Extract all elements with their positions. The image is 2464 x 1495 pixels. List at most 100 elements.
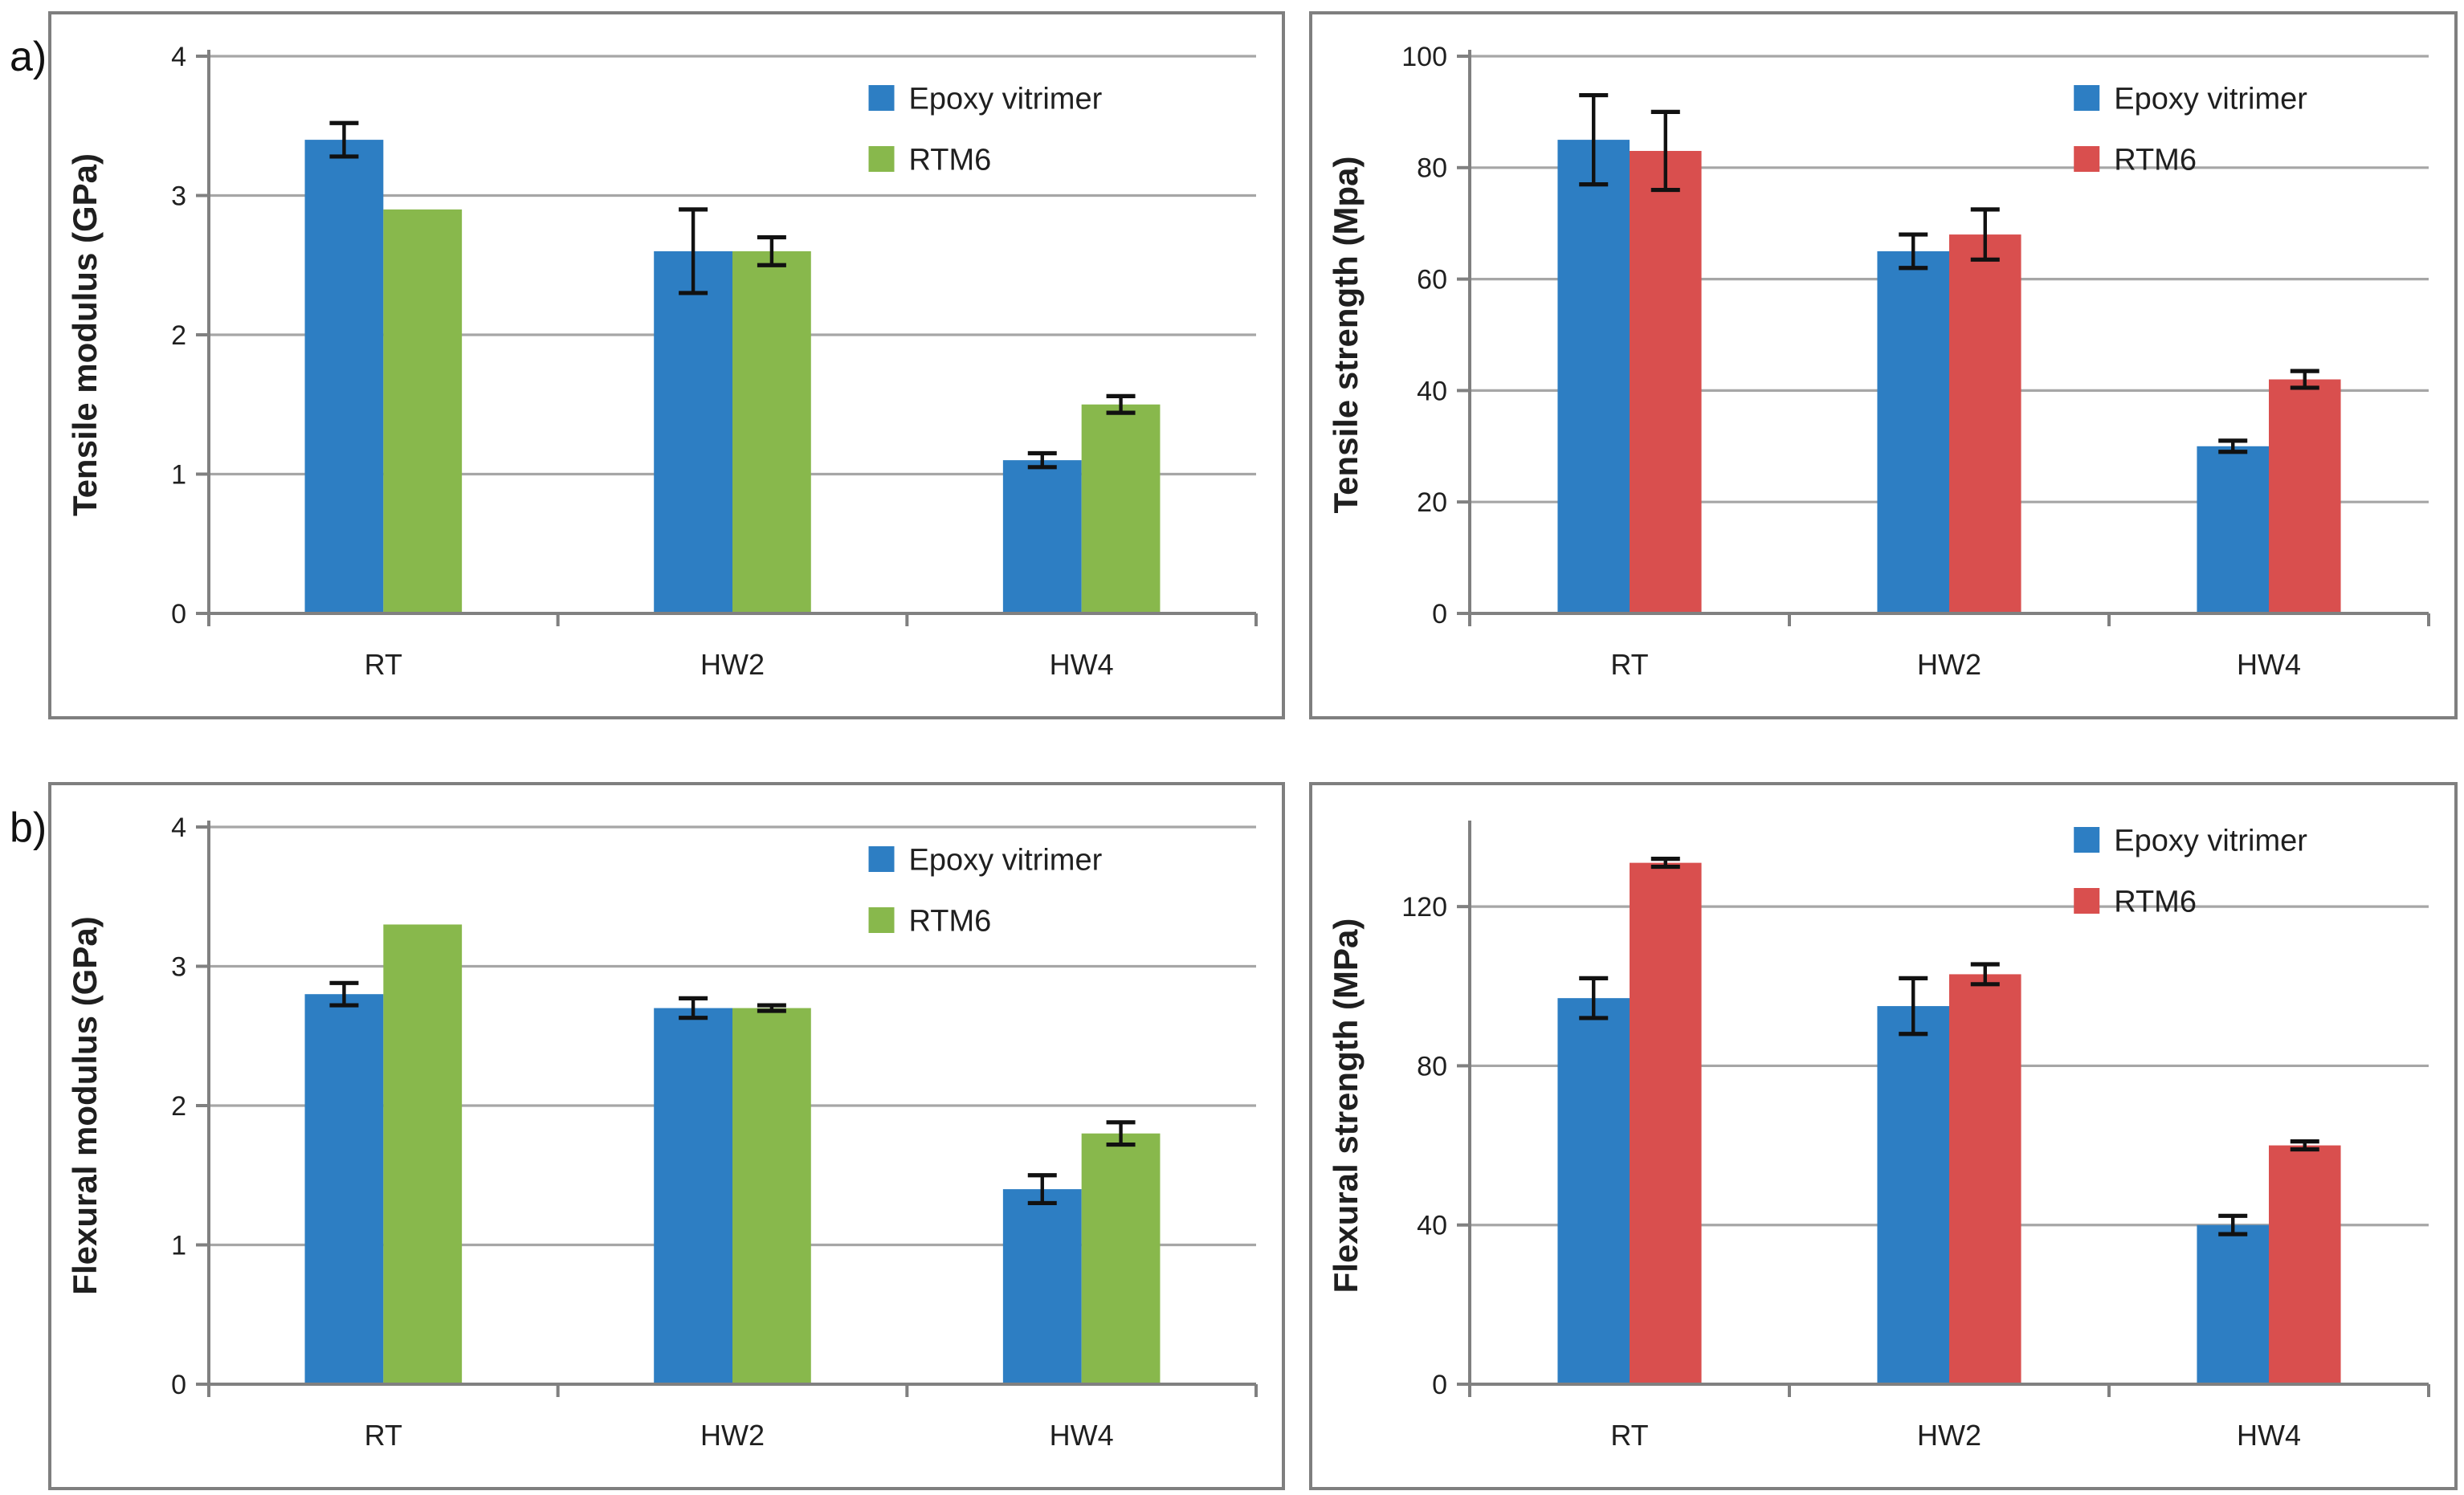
chart-svg-flexural-modulus: 0 1 2 3 4 RT HW2 HW4 Flexural modulus (GPa) Epoxy… <box>66 813 1258 1452</box>
y-tick-label: 0 <box>1432 599 1447 629</box>
error-bar-epoxy-vitrimer-rt <box>1579 976 1609 1020</box>
error-bar-rtm6-rt <box>1650 857 1680 870</box>
error-bar-rtm6-hw4 <box>1106 1120 1136 1147</box>
bar-epoxy-vitrimer-hw4 <box>2197 446 2269 613</box>
legend-item-rtm6: RTM6 <box>868 143 991 177</box>
legend-item-epoxy-vitrimer: Epoxy vitrimer <box>2074 824 2307 857</box>
y-tick-label: 100 <box>1401 42 1447 72</box>
bar-epoxy-vitrimer-hw2 <box>654 1008 732 1384</box>
x-category-label-rt: RT <box>1610 648 1648 681</box>
x-category-label-hw2: HW2 <box>700 1419 765 1452</box>
y-tick-label: 4 <box>171 813 186 843</box>
y-tick-label: 4 <box>171 42 186 72</box>
legend-label-rtm6: RTM6 <box>2114 143 2197 177</box>
chart-tensile-strength: 0 20 40 60 80 100 RT HW2 HW4 Tensile strength (Mp… <box>1312 14 2454 716</box>
bar-epoxy-vitrimer-rt <box>304 140 384 614</box>
bar-rtm6-hw2 <box>732 1008 811 1384</box>
y-tick-label: 80 <box>1417 153 1447 184</box>
x-category-label-rt: RT <box>365 648 402 681</box>
legend-item-rtm6: RTM6 <box>2074 143 2197 177</box>
error-bar-rtm6-hw2 <box>1970 962 2000 987</box>
bar-epoxy-vitrimer-hw4 <box>1002 460 1082 613</box>
panel-tensile-modulus: 0 1 2 3 4 RT HW2 HW4 Tensile modulus (GPa) Epoxy … <box>48 11 1285 719</box>
chart-flexural-strength: 0 40 80 120 RT HW2 HW4 Flexural strength (MPa) E… <box>1312 785 2454 1487</box>
legend-swatch-epoxy-vitrimer <box>2074 85 2100 111</box>
bar-rtm6-rt <box>383 924 463 1384</box>
y-tick-label: 3 <box>171 181 186 211</box>
bar-epoxy-vitrimer-hw2 <box>1877 251 1949 613</box>
legend-label-epoxy-vitrimer: Epoxy vitrimer <box>2114 82 2307 116</box>
bar-rtm6-hw2 <box>732 251 811 613</box>
legend-swatch-epoxy-vitrimer <box>2074 827 2100 853</box>
bar-epoxy-vitrimer-hw2 <box>1877 1006 1949 1384</box>
y-tick-label: 2 <box>171 320 186 351</box>
legend-label-epoxy-vitrimer: Epoxy vitrimer <box>909 82 1103 116</box>
y-tick-label: 80 <box>1417 1051 1447 1082</box>
legend-swatch-epoxy-vitrimer <box>868 846 895 872</box>
legend-label-epoxy-vitrimer: Epoxy vitrimer <box>909 843 1103 877</box>
error-bar-rtm6-hw4 <box>1106 393 1136 415</box>
legend-label-rtm6: RTM6 <box>909 904 992 938</box>
y-axis-title: Tensile strength (Mpa) <box>1327 157 1365 514</box>
bar-rtm6-rt <box>1630 150 1702 614</box>
chart-svg-tensile-modulus: 0 1 2 3 4 RT HW2 HW4 Tensile modulus (GPa) Epoxy … <box>66 42 1258 681</box>
error-bar-epoxy-vitrimer-hw2 <box>1899 232 1928 271</box>
error-bar-epoxy-vitrimer-rt <box>329 980 359 1008</box>
bar-epoxy-vitrimer-rt <box>1557 998 1630 1384</box>
legend-item-epoxy-vitrimer: Epoxy vitrimer <box>868 843 1103 877</box>
error-bar-rtm6-hw2 <box>757 1003 786 1013</box>
y-axis-title: Flexural strength (MPa) <box>1327 919 1365 1293</box>
error-bar-epoxy-vitrimer-hw4 <box>2218 1213 2248 1236</box>
legend-item-epoxy-vitrimer: Epoxy vitrimer <box>2074 82 2307 116</box>
error-bar-epoxy-vitrimer-rt <box>329 120 359 159</box>
y-tick-label: 20 <box>1417 487 1447 518</box>
legend-item-epoxy-vitrimer: Epoxy vitrimer <box>868 82 1103 116</box>
y-tick-label: 0 <box>171 1370 186 1400</box>
x-category-label-hw2: HW2 <box>1917 648 1981 681</box>
x-category-label-hw4: HW4 <box>1050 1419 1114 1452</box>
x-category-label-rt: RT <box>365 1419 402 1452</box>
y-tick-label: 1 <box>171 1230 186 1261</box>
x-category-label-hw4: HW4 <box>2237 1419 2301 1452</box>
legend-label-epoxy-vitrimer: Epoxy vitrimer <box>2114 824 2307 857</box>
y-axis-title: Tensile modulus (GPa) <box>66 153 104 516</box>
legend-label-rtm6: RTM6 <box>2114 885 2197 919</box>
x-category-label-hw2: HW2 <box>1917 1419 1981 1452</box>
y-tick-label: 120 <box>1401 892 1447 923</box>
chart-flexural-modulus: 0 1 2 3 4 RT HW2 HW4 Flexural modulus (GPa) Epoxy… <box>51 785 1282 1487</box>
bar-rtm6-rt <box>1630 862 1702 1384</box>
legend-swatch-rtm6 <box>2074 146 2100 172</box>
legend-swatch-rtm6 <box>2074 888 2100 914</box>
x-category-label-hw4: HW4 <box>1050 648 1114 681</box>
bar-epoxy-vitrimer-rt <box>1557 140 1630 614</box>
panel-tensile-strength: 0 20 40 60 80 100 RT HW2 HW4 Tensile strength (Mp… <box>1309 11 2458 719</box>
y-tick-label: 3 <box>171 951 186 982</box>
x-category-label-hw4: HW4 <box>2237 648 2301 681</box>
chart-svg-flexural-strength: 0 40 80 120 RT HW2 HW4 Flexural strength (MPa) E… <box>1327 821 2430 1452</box>
bar-rtm6-hw4 <box>2269 379 2341 613</box>
bar-epoxy-vitrimer-hw2 <box>654 251 732 613</box>
bar-rtm6-hw2 <box>1949 974 2021 1384</box>
y-tick-label: 2 <box>171 1091 186 1122</box>
bar-rtm6-rt <box>383 209 463 613</box>
legend-swatch-epoxy-vitrimer <box>868 85 895 111</box>
panel-label-b: b) <box>10 803 47 851</box>
error-bar-epoxy-vitrimer-hw4 <box>1027 450 1057 470</box>
y-tick-label: 0 <box>171 599 186 629</box>
legend-swatch-rtm6 <box>868 146 895 172</box>
y-axis-title: Flexural modulus (GPa) <box>66 916 104 1294</box>
error-bar-rtm6-hw4 <box>2290 1139 2319 1152</box>
bar-rtm6-hw4 <box>1081 1133 1161 1384</box>
bar-rtm6-hw4 <box>1081 404 1161 613</box>
legend-item-rtm6: RTM6 <box>2074 885 2197 919</box>
y-tick-label: 40 <box>1417 1211 1447 1241</box>
bar-epoxy-vitrimer-hw4 <box>2197 1224 2269 1384</box>
chart-svg-tensile-strength: 0 20 40 60 80 100 RT HW2 HW4 Tensile strength (Mp… <box>1327 42 2430 681</box>
panel-flexural-strength: 0 40 80 120 RT HW2 HW4 Flexural strength (MPa) E… <box>1309 782 2458 1490</box>
y-tick-label: 40 <box>1417 376 1447 406</box>
error-bar-epoxy-vitrimer-hw2 <box>1899 976 1928 1037</box>
error-bar-rtm6-hw4 <box>2290 369 2319 390</box>
y-tick-label: 60 <box>1417 265 1447 295</box>
error-bar-epoxy-vitrimer-hw2 <box>679 207 708 295</box>
